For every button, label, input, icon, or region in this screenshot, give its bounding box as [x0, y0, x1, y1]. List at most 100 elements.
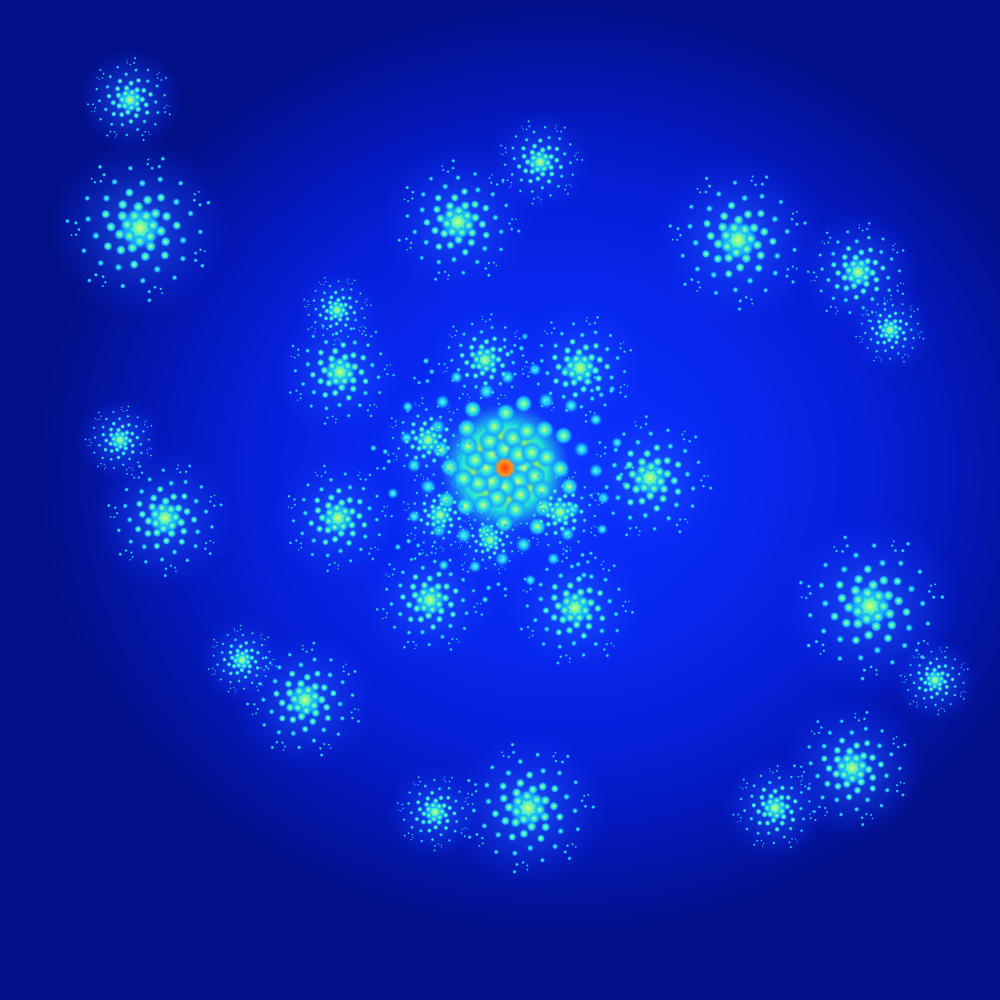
spiral-dot [369, 362, 376, 369]
spiral-dot [493, 562, 497, 567]
spiral-curl-dot [582, 794, 586, 798]
spiral-curl-dot [536, 196, 540, 199]
spiral-curl-dot [382, 448, 389, 455]
spiral-curl-dot [146, 452, 149, 455]
spiral-curl-dot [939, 647, 941, 649]
spiral-dot [122, 503, 128, 509]
spiral-curl-dot [353, 279, 356, 282]
spiral-dot [897, 325, 903, 332]
spiral-curl-dot [680, 433, 684, 436]
spiral-dot [555, 812, 564, 822]
spiral-curl-dot [331, 415, 335, 418]
spiral-curl-dot [457, 547, 460, 549]
spiral-curl-dot [451, 166, 455, 170]
spiral-dot [161, 496, 171, 506]
spiral-dot [126, 516, 133, 523]
spiral-curl-dot [325, 569, 330, 573]
spiral-dot [430, 508, 438, 515]
spiral-dot [328, 304, 335, 311]
spiral-curl-dot [829, 305, 833, 309]
spiral-dot [255, 665, 260, 671]
spiral-dot [655, 476, 666, 487]
spiral-curl-dot [113, 130, 116, 133]
spiral-dot [115, 92, 122, 99]
spiral-dot [850, 584, 862, 597]
spiral-dot [604, 346, 611, 353]
spiral-cluster [668, 174, 808, 312]
spiral-dot [452, 499, 458, 505]
spiral-dot [521, 153, 528, 160]
spiral-curl-dot [319, 283, 322, 286]
spiral-curl-dot [149, 454, 152, 457]
spiral-curl-dot [266, 667, 270, 671]
spiral-curl-dot [287, 494, 291, 499]
spiral-dot [713, 253, 723, 264]
spiral-dot [488, 360, 497, 369]
spiral-curl-dot [510, 185, 513, 187]
spiral-curl-dot [406, 502, 410, 506]
spiral-curl-dot [682, 437, 686, 441]
spiral-dot [456, 443, 461, 448]
spiral-dot [550, 613, 559, 622]
spiral-curl-dot [392, 452, 395, 455]
spiral-cluster [499, 119, 584, 206]
spiral-curl-dot [871, 817, 874, 820]
spiral-curl-dot [519, 545, 521, 547]
spiral-curl-dot [245, 702, 250, 706]
spiral-dot [558, 540, 563, 545]
spiral-dot [325, 508, 335, 518]
spiral-curl-dot [449, 473, 453, 477]
spiral-curl-dot [260, 682, 263, 685]
spiral-dot [807, 799, 812, 804]
spiral-curl-dot [892, 742, 896, 746]
spiral-dot [528, 491, 533, 495]
spiral-dot [190, 516, 198, 524]
spiral-dot [868, 319, 873, 323]
spiral-curl-dot [506, 179, 509, 182]
spiral-dot [419, 629, 426, 636]
spiral-dot [550, 593, 559, 602]
spiral-curl-dot [465, 513, 469, 516]
spiral-dot [670, 476, 679, 486]
spiral-dot [327, 354, 336, 363]
spiral-dot [261, 722, 267, 728]
spiral-curl-dot [896, 289, 900, 293]
spiral-dot [871, 610, 885, 623]
spiral-dot [339, 341, 347, 349]
spiral-dot [614, 628, 620, 633]
spiral-curl-dot [532, 481, 535, 484]
spiral-curl-dot [443, 270, 447, 274]
spiral-dot [933, 703, 938, 707]
spiral-dot [525, 521, 529, 526]
spiral-curl-dot [495, 264, 498, 267]
spiral-curl-dot [418, 404, 421, 407]
spiral-curl-dot [934, 583, 937, 586]
spiral-dot [116, 65, 120, 69]
spiral-dot [539, 491, 544, 497]
spiral-curl-dot [516, 547, 519, 549]
spiral-curl-dot [318, 746, 323, 751]
spiral-dot [863, 739, 871, 747]
spiral-curl-dot [960, 664, 963, 666]
spiral-dot [447, 571, 454, 578]
spiral-curl-dot [817, 731, 821, 735]
spiral-curl-dot [940, 707, 943, 710]
spiral-dot [622, 369, 627, 374]
spiral-dot [461, 528, 465, 532]
spiral-dot [129, 431, 135, 436]
spiral-curl-dot [448, 780, 451, 783]
spiral-curl-dot [259, 635, 262, 637]
spiral-curl-dot [118, 552, 123, 557]
spiral-curl-dot [962, 663, 965, 665]
spiral-dot [767, 793, 775, 800]
spiral-dot [413, 454, 419, 461]
spiral-curl-dot [555, 555, 558, 559]
spiral-dot [420, 478, 437, 495]
spiral-dot [719, 211, 729, 221]
spiral-dot [405, 601, 414, 609]
spiral-dot [418, 426, 426, 433]
spiral-dot [447, 838, 451, 843]
spiral-dot [417, 806, 423, 812]
spiral-curl-dot [595, 315, 600, 320]
spiral-curl-dot [921, 331, 924, 333]
